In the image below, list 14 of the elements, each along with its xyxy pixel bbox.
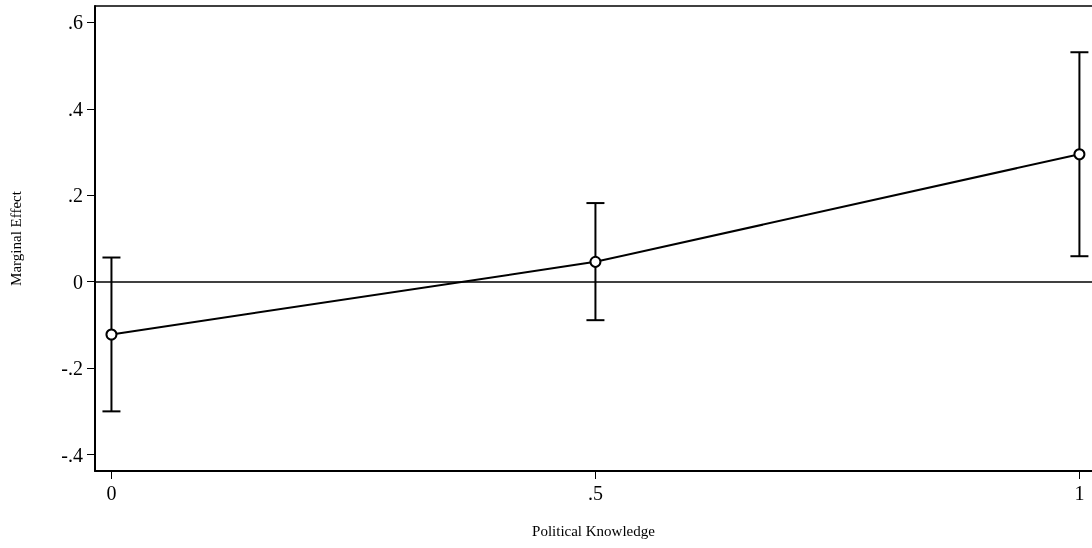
x-tick-label: 1	[1074, 482, 1085, 504]
y-tick-label: -.2	[61, 357, 83, 380]
y-tick-label: 0	[73, 270, 83, 293]
y-tick-label: .4	[68, 97, 83, 120]
point	[589, 255, 602, 268]
y-tick-label: .6	[68, 11, 83, 34]
point	[105, 328, 118, 341]
y-tick-label: -.4	[61, 443, 83, 466]
x-axis-title: Political Knowledge	[532, 522, 656, 539]
x-tick-label: 0	[106, 482, 117, 504]
y-axis-title: Marginal Effect	[7, 190, 24, 286]
y-tick-label: .2	[68, 184, 83, 207]
x-tick-label: .5	[587, 482, 603, 504]
point	[1073, 148, 1086, 161]
